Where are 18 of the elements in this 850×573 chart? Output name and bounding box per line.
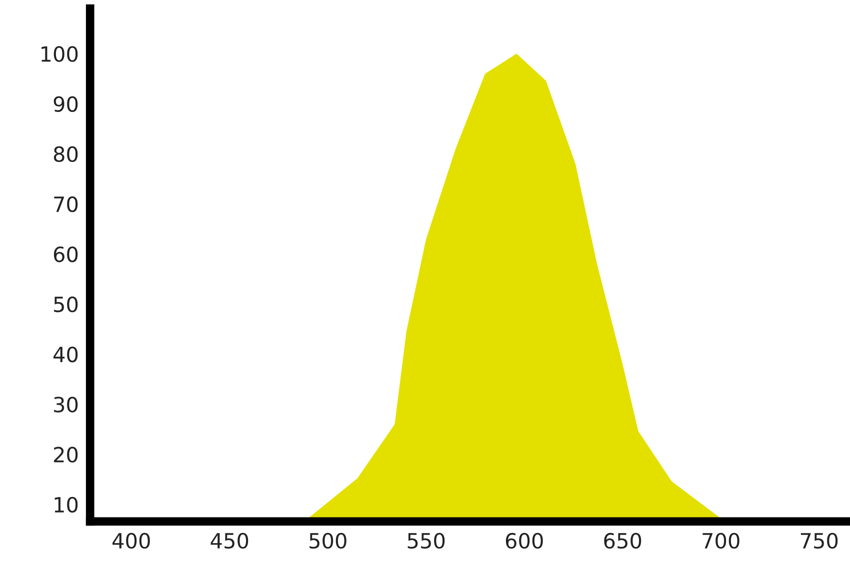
y-tick-label: 90 xyxy=(54,96,78,112)
x-tick-label: 650 xyxy=(604,532,642,549)
y-tick-label: 40 xyxy=(53,346,78,362)
y-tick-label: 70 xyxy=(54,196,78,212)
x-tick-label: 600 xyxy=(506,532,543,549)
y-tick-label: 80 xyxy=(54,146,78,162)
y-tick-label: 20 xyxy=(54,446,78,463)
x-tick-label: 750 xyxy=(800,532,838,549)
y-tick-label: 30 xyxy=(54,396,78,412)
x-tick-label: 700 xyxy=(702,532,740,549)
x-tick-label: 550 xyxy=(408,532,445,549)
y-tick-label: 60 xyxy=(54,246,78,262)
y-tick-label: 50 xyxy=(54,296,78,312)
x-tick-label: 450 xyxy=(210,532,248,549)
x-tick-label: 400 xyxy=(112,532,150,549)
y-tick-label: 10 xyxy=(54,496,78,513)
x-tick-label: 500 xyxy=(310,532,346,549)
y-tick-label: 100 xyxy=(42,46,78,62)
